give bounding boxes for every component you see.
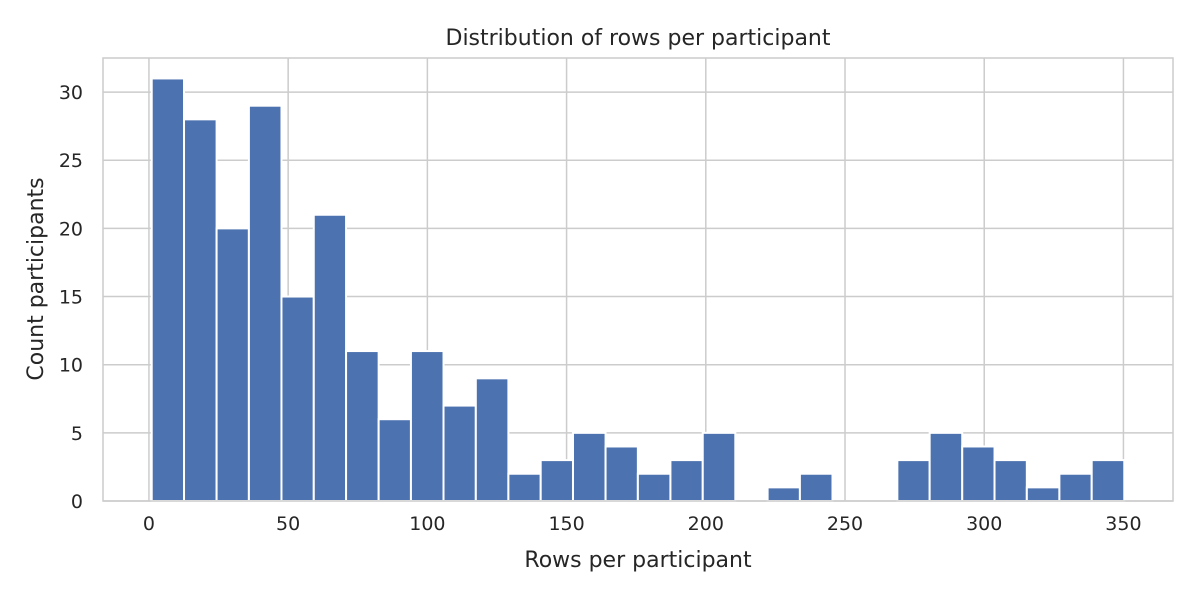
histogram-bar [474,377,510,503]
histogram-bar [798,472,834,503]
y-tick-label: 20 [59,218,83,240]
histogram-bar [1090,459,1126,503]
histogram-bars [150,77,1126,503]
histogram-bar [150,77,186,502]
histogram-bar [571,431,607,503]
histogram-bar [280,295,315,502]
x-axis-label: Rows per participant [524,548,752,573]
histogram-bar [961,445,996,503]
x-tick-labels: 0 50 100 150 200 250 300 350 [143,513,1142,535]
histogram-bar [1058,472,1093,503]
x-tick-label: 250 [827,513,863,535]
histogram-bar [636,472,672,503]
y-tick-labels: 0 5 10 15 20 25 30 [59,82,83,513]
x-tick-label: 150 [548,513,584,535]
histogram-bar [183,118,218,502]
y-axis-label: Count participants [24,177,49,380]
y-tick-label: 25 [59,150,83,172]
histogram-bar [507,472,542,503]
y-tick-label: 5 [71,423,83,445]
histogram-bar [312,213,348,502]
chart-title: Distribution of rows per participant [446,26,831,51]
plot-frame [102,57,1174,502]
histogram-bar [409,350,445,502]
histogram-bar [377,418,412,503]
x-tick-label: 350 [1105,513,1141,535]
histogram-bar [669,459,704,503]
x-tick-label: 50 [276,513,300,535]
histogram-bar [1025,486,1061,503]
histogram-bar [928,431,964,503]
histogram-bar [701,431,737,503]
histogram-bar [766,486,801,503]
y-tick-label: 15 [59,287,83,309]
histogram-bar [345,350,380,502]
histogram-bar [247,104,283,502]
x-tick-label: 0 [143,513,155,535]
histogram-bar [604,445,639,503]
histogram-bar [993,459,1028,503]
x-tick-label: 100 [409,513,445,535]
histogram-bar [215,227,250,502]
histogram-bar [442,404,477,503]
y-tick-label: 30 [59,82,83,104]
histogram-bar [539,459,574,503]
x-tick-label: 200 [688,513,724,535]
histogram-bar [896,459,931,503]
y-tick-label: 10 [59,355,83,377]
x-tick-label: 300 [966,513,1002,535]
y-tick-label: 0 [71,491,83,513]
